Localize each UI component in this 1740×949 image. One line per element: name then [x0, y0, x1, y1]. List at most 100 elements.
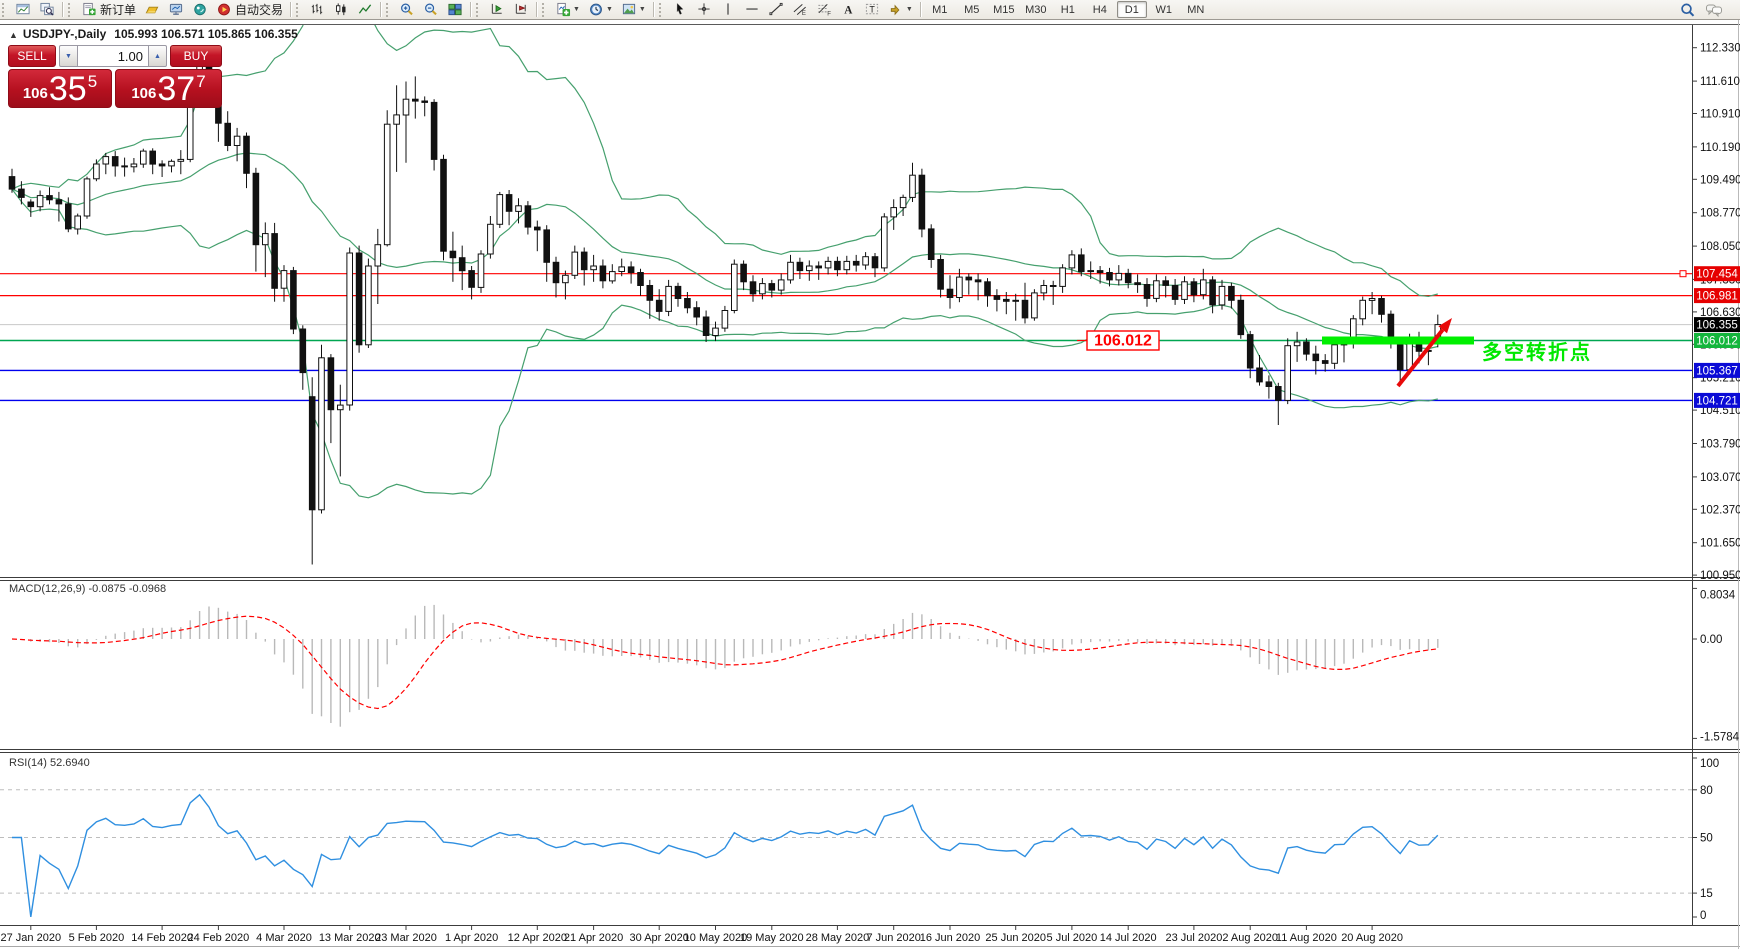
date-tick: 21 Apr 2020	[564, 932, 623, 944]
arrows-icon	[888, 2, 904, 17]
timeframe-H4-button[interactable]: H4	[1092, 3, 1107, 16]
svg-text:E: E	[802, 10, 806, 17]
add-indicator-icon	[555, 2, 571, 17]
line-chart-button[interactable]	[353, 0, 377, 19]
buy-price-button[interactable]: 106 37 7	[115, 69, 222, 108]
timeframe-M15-button[interactable]: M15	[993, 3, 1015, 16]
dropdown-arrow-icon[interactable]: ▼	[605, 6, 613, 13]
timeframe-M30-button[interactable]: M30	[1025, 3, 1047, 16]
timeframe-H1-button[interactable]: H1	[1060, 3, 1075, 16]
add-indicator-button[interactable]: ▼	[551, 0, 584, 19]
horizontal-line-button[interactable]	[740, 0, 764, 19]
candlestick-series	[8, 52, 1442, 565]
autotrading-button[interactable]: 自动交易	[212, 0, 287, 19]
new-chart-button[interactable]	[11, 0, 35, 19]
collapse-arrow-icon[interactable]: ▲	[9, 30, 18, 40]
price-badge: 106.012	[1694, 333, 1740, 348]
text-label-button[interactable]: T	[860, 0, 884, 19]
timeframe-M5-button[interactable]: M5	[964, 3, 980, 16]
expert-advisors-button[interactable]	[164, 0, 188, 19]
new-order-button[interactable]: 新订单	[77, 0, 140, 19]
dropdown-arrow-icon[interactable]: ▼	[573, 6, 580, 13]
volume-increase-button[interactable]: ▲	[148, 45, 167, 67]
toolbar-grip	[386, 2, 393, 17]
zoom-out-button[interactable]	[419, 0, 443, 19]
signals-icon	[192, 2, 208, 17]
toolbar-grip	[68, 2, 75, 17]
arrows-button[interactable]: ▼	[884, 0, 917, 19]
support-zone-bar[interactable]	[1322, 336, 1474, 345]
signals-button[interactable]	[188, 0, 212, 19]
tile-windows-icon	[447, 2, 463, 17]
auto-scroll-button[interactable]	[485, 0, 509, 19]
main-toolbar: 新订单 自动交易 ▼ ▼ ▼ E F A T ▼ M1 M5 M15 M30 H1 H4 D1 W1 MN	[0, 0, 1740, 20]
cursor-button[interactable]	[668, 0, 692, 19]
price-tick: 109.490	[1700, 174, 1740, 186]
sell-button[interactable]: SELL	[8, 45, 56, 67]
crosshair-button[interactable]	[692, 0, 716, 19]
svg-text:107.454: 107.454	[1696, 269, 1738, 281]
svg-text:106.981: 106.981	[1696, 291, 1738, 303]
price-label-box[interactable]: 106.012	[1086, 330, 1160, 351]
templates-button[interactable]: ▼	[617, 0, 650, 19]
price-tick: 110.190	[1700, 142, 1740, 154]
metaeditor-button[interactable]	[140, 0, 164, 19]
svg-text:104.721: 104.721	[1696, 395, 1738, 407]
one-click-trading-panel: SELL ▼ 1.00 ▲ BUY 106 35 5 106 37 7	[8, 45, 222, 108]
tile-windows-button[interactable]	[443, 0, 467, 19]
trendline-button[interactable]	[764, 0, 788, 19]
toolbar-grip	[296, 2, 303, 17]
volume-input[interactable]: 1.00	[78, 45, 148, 67]
date-tick: 20 Aug 2020	[1341, 932, 1403, 944]
date-tick: 5 Jul 2020	[1047, 932, 1098, 944]
dropdown-arrow-icon[interactable]: ▼	[905, 6, 913, 13]
price-tick: 103.070	[1700, 472, 1740, 484]
text-button[interactable]: A	[836, 0, 860, 19]
svg-text:A: A	[844, 4, 853, 16]
timeframe-M1-button[interactable]: M1	[932, 3, 948, 16]
candlestick-chart-icon	[333, 2, 349, 17]
fibonacci-button[interactable]: F	[812, 0, 836, 19]
rsi-indicator-label: RSI(14) 52.6940	[9, 757, 90, 769]
sell-price-button[interactable]: 106 35 5	[8, 69, 112, 108]
hline-handle[interactable]	[1679, 270, 1687, 278]
toolbar-grip	[476, 2, 483, 17]
fibonacci-icon: F	[816, 2, 832, 17]
timeframe-MN-button[interactable]: MN	[1187, 3, 1205, 16]
sell-price-big-figure: 106	[22, 85, 48, 102]
chat-button[interactable]	[1700, 0, 1726, 19]
macd-indicator	[11, 604, 1439, 727]
price-tick: 108.770	[1700, 208, 1740, 220]
timeframe-W1-button[interactable]: W1	[1155, 3, 1173, 16]
vertical-line-button[interactable]	[716, 0, 740, 19]
equidistant-channel-button[interactable]: E	[788, 0, 812, 19]
buy-price-point: 7	[196, 72, 206, 91]
date-tick: 1 Apr 2020	[445, 932, 498, 944]
autotrading-icon	[216, 2, 232, 17]
trend-arrow[interactable]	[1396, 318, 1452, 388]
rsi-axis-tick: 100	[1700, 758, 1719, 770]
price-axis[interactable]: 112.330 111.610 110.910 110.190 109.490 108.7…	[1692, 43, 1740, 582]
date-tick: 2 Aug 2020	[1222, 932, 1278, 944]
date-tick: 12 Apr 2020	[508, 932, 567, 944]
volume-decrease-button[interactable]: ▼	[59, 45, 78, 67]
search-button[interactable]	[1675, 0, 1700, 19]
chart-shift-icon	[513, 2, 529, 17]
new-order-icon	[81, 2, 97, 17]
zoom-in-button[interactable]	[395, 0, 419, 19]
dropdown-arrow-icon[interactable]: ▼	[638, 6, 646, 13]
candlestick-chart-button[interactable]	[329, 0, 353, 19]
buy-button[interactable]: BUY	[170, 45, 222, 67]
macd-indicator-label: MACD(12,26,9) -0.0875 -0.0968	[9, 583, 167, 595]
timeframe-D1-button[interactable]: D1	[1116, 1, 1147, 18]
date-tick: 27 Jan 2020	[1, 932, 62, 944]
price-tick: 102.370	[1700, 504, 1740, 516]
chart-shift-button[interactable]	[509, 0, 533, 19]
bar-chart-button[interactable]	[305, 0, 329, 19]
periods-button[interactable]: ▼	[584, 0, 617, 19]
chinese-annotation-text[interactable]: 多空转折点	[1482, 340, 1592, 364]
date-tick: 16 Jun 2020	[920, 932, 981, 944]
profiles-button[interactable]	[35, 0, 59, 19]
